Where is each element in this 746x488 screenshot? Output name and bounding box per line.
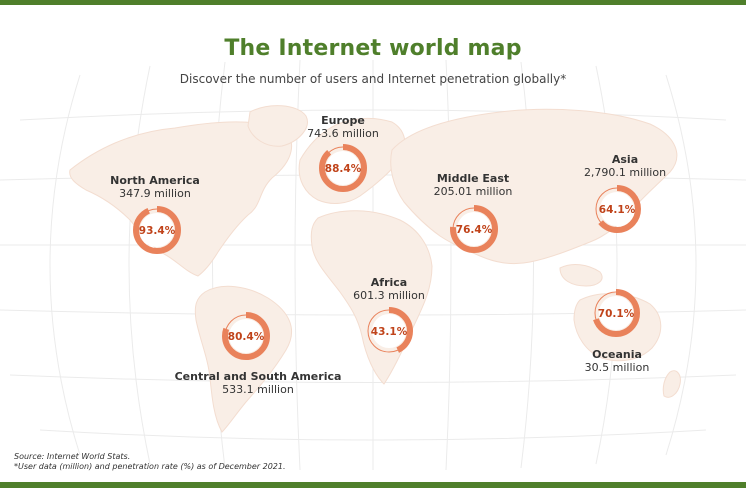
region-users: 30.5 million (584, 361, 650, 374)
ring-center (599, 296, 633, 330)
source-note: Source: Internet World Stats. (14, 452, 131, 461)
page-title: The Internet world map (224, 36, 522, 61)
ring-center (457, 212, 491, 246)
ring-center (372, 314, 406, 348)
region-name: Africa (370, 276, 408, 289)
footnotes: Source: Internet World Stats. *User data… (14, 452, 286, 472)
ring-progress-arc (365, 307, 413, 355)
ring-progress-arc (319, 144, 367, 192)
penetration-percent-label: 88.4% (325, 163, 362, 175)
ring-center (140, 213, 174, 247)
region-name: Central and South America (174, 370, 342, 383)
region-name: Asia (611, 153, 639, 166)
penetration-percent-label: 43.1% (371, 326, 408, 338)
penetration-percent-label: 80.4% (228, 331, 265, 343)
ring-progress-arc (592, 289, 640, 337)
region-name: North America (110, 174, 200, 187)
greenland-landmass (247, 105, 308, 147)
ring-center (229, 319, 263, 353)
region-name: Middle East (436, 172, 510, 185)
ring-center (600, 192, 634, 226)
penetration-ring-oceania: 70.1% (592, 289, 640, 337)
region-users: 205.01 million (433, 185, 513, 198)
penetration-percent-label: 64.1% (599, 204, 636, 216)
region-users: 533.1 million (222, 383, 294, 396)
penetration-percent-label: 70.1% (598, 308, 635, 320)
penetration-ring-africa: 43.1% (365, 307, 413, 355)
penetration-percent-label: 76.4% (456, 224, 493, 236)
region-users: 601.3 million (353, 289, 425, 302)
top-bar (0, 0, 746, 5)
ring-progress-arc (450, 205, 498, 253)
region-label-north-america: North America 347.9 million (90, 174, 220, 200)
penetration-ring-middle-east: 76.4% (450, 205, 498, 253)
new-zealand-landmass (662, 370, 681, 398)
region-name: Europe (321, 114, 365, 127)
penetration-ring-europe: 88.4% (319, 144, 367, 192)
penetration-ring-north-america: 93.4% (133, 206, 181, 254)
ring-progress-arc (222, 312, 270, 360)
southeast-asia-islands (559, 264, 603, 287)
region-users: 743.6 million (307, 127, 379, 140)
bottom-bar (0, 482, 746, 488)
region-users: 2,790.1 million (583, 166, 667, 179)
region-label-asia: Asia 2,790.1 million (560, 153, 690, 179)
penetration-ring-central-south-america: 80.4% (222, 312, 270, 360)
ring-progress-arc (133, 206, 181, 254)
region-label-middle-east: Middle East 205.01 million (408, 172, 538, 198)
region-label-oceania: Oceania 30.5 million (552, 348, 682, 374)
data-note: *User data (million) and penetration rat… (14, 462, 286, 471)
penetration-rings: 93.4% 88.4% 76.4% 64.1% 43.1% 80.4% 70.1% (133, 144, 641, 360)
ring-progress-arc (593, 185, 641, 233)
region-name: Oceania (592, 348, 642, 361)
north-america-landmass (69, 121, 292, 277)
ring-center (326, 151, 360, 185)
penetration-ring-asia: 64.1% (593, 185, 641, 233)
region-label-central-south-america: Central and South America 533.1 million (158, 370, 358, 396)
penetration-percent-label: 93.4% (139, 225, 176, 237)
region-label-africa: Africa 601.3 million (324, 276, 454, 302)
page-subtitle: Discover the number of users and Interne… (179, 72, 567, 86)
region-users: 347.9 million (119, 187, 191, 200)
region-label-europe: Europe 743.6 million (278, 114, 408, 140)
